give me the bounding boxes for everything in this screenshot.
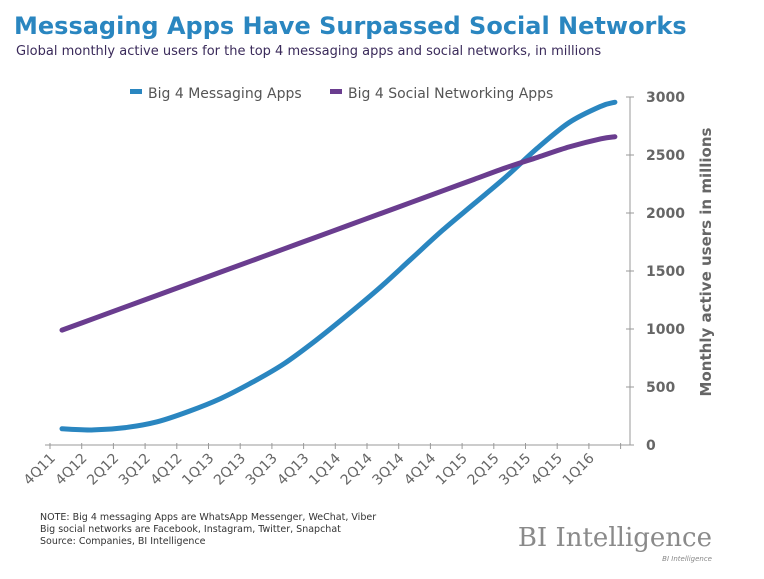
x-tick-label: 1Q16 [560,450,598,488]
x-tick-label: 1Q14 [306,450,344,488]
legend-label: Big 4 Messaging Apps [148,86,302,102]
y-axis-label: Monthly active users in millions [697,127,715,396]
x-tick-label: 3Q13 [243,451,281,489]
y-tick-label: 1000 [646,322,685,338]
y-tick-label: 2000 [646,206,685,222]
y-tick-label: 500 [646,380,675,396]
x-tick-label: 4Q13 [274,451,312,489]
y-tick-label: 1500 [646,264,685,280]
legend-label: Big 4 Social Networking Apps [348,86,553,102]
chart-subtitle: Global monthly active users for the top … [16,44,601,59]
y-tick-label: 2500 [646,148,685,164]
messaging-apps-line [59,99,618,433]
chart-title: Messaging Apps Have Surpassed Social Net… [14,12,687,40]
x-tick-label: 4Q12 [53,451,91,489]
legend: Big 4 Messaging Apps Big 4 Social Network… [130,86,553,102]
series-lines [59,99,618,433]
x-tick-label: 1Q13 [179,451,217,489]
x-tick-label: 2Q14 [338,450,376,488]
logo-caption: BI Intelligence [662,555,712,563]
source-line: Source: Companies, BI Intelligence [40,536,206,547]
x-tick-label: 4Q14 [401,450,439,488]
x-tick-label: 4Q11 [21,451,59,489]
x-tick-label: 2Q13 [211,451,249,489]
y-tick-label: 0 [646,438,656,454]
bi-intelligence-logo: BI Intelligence [518,523,712,553]
x-tick-label: 3Q14 [370,450,408,488]
x-tick-label: 2Q15 [465,451,503,489]
x-tick-label: 4Q15 [528,451,566,489]
note-line-1: NOTE: Big 4 messaging Apps are WhatsApp … [40,512,376,523]
social-networking-line [59,134,618,333]
legend-swatch [130,89,142,94]
legend-swatch [330,89,342,94]
x-tick-label: 3Q12 [116,451,154,489]
x-tick-label: 3Q15 [496,451,534,489]
y-tick-label: 3000 [646,90,685,106]
x-tick-label: 4Q12 [148,451,186,489]
x-tick-label: 1Q15 [433,451,471,489]
x-tick-label: 2Q12 [84,451,122,489]
note-line-2: Big social networks are Facebook, Instag… [40,524,341,535]
